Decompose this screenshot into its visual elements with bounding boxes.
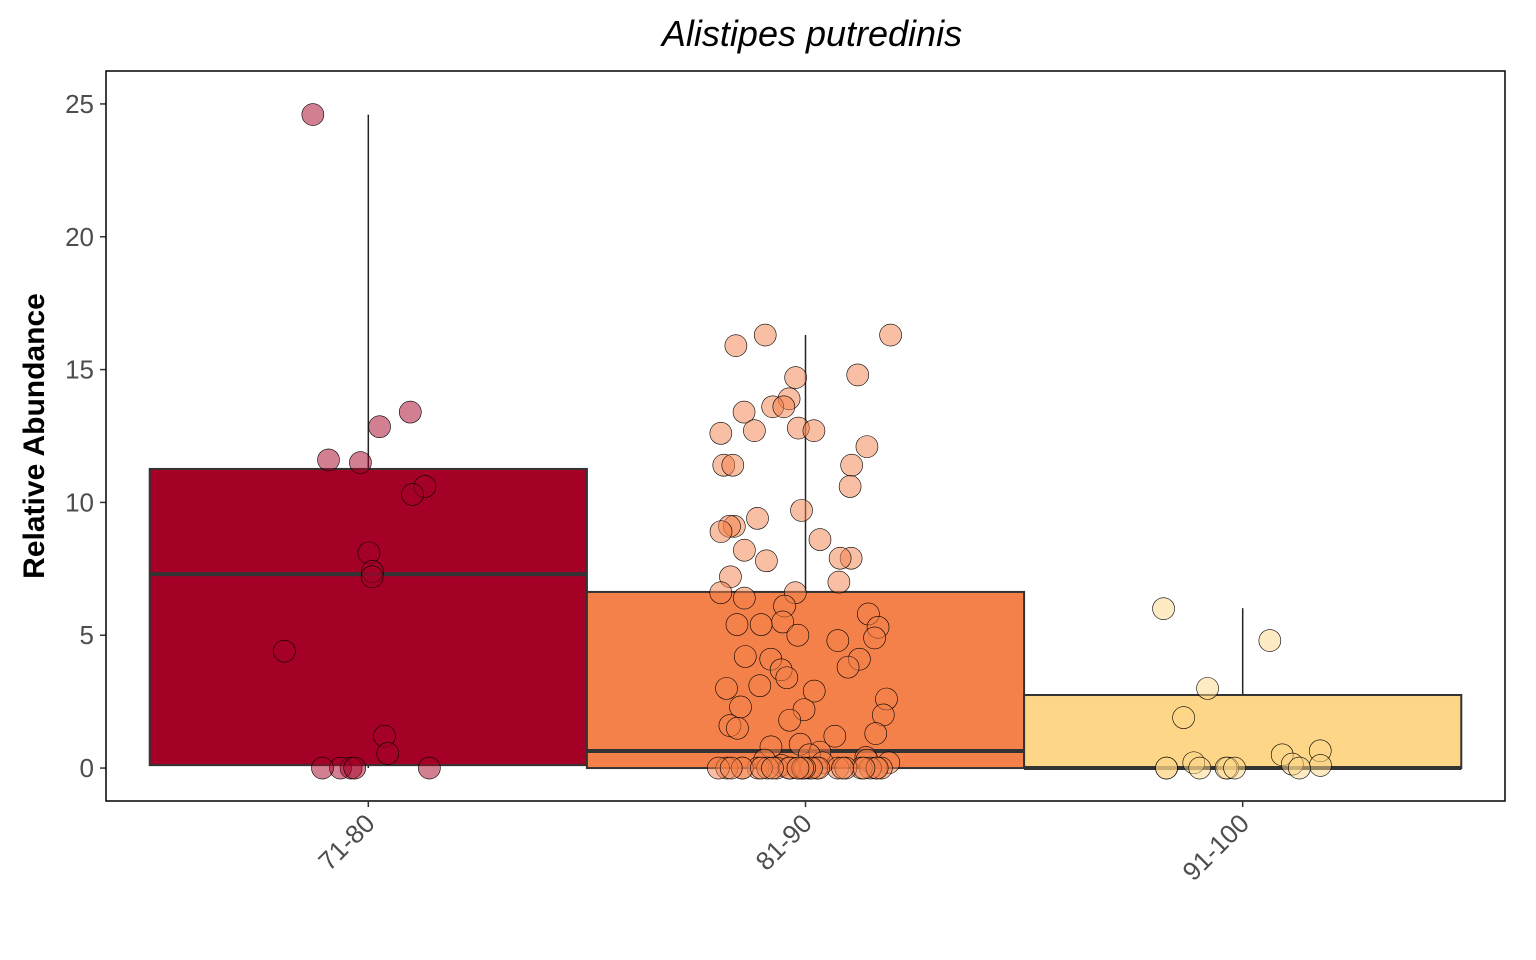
data-point xyxy=(721,453,745,477)
data-point xyxy=(418,756,441,780)
data-point xyxy=(401,483,424,506)
data-point xyxy=(823,724,847,748)
data-point xyxy=(733,645,757,668)
data-point xyxy=(864,722,888,745)
data-point xyxy=(360,565,384,589)
data-point xyxy=(1172,706,1195,729)
data-point xyxy=(786,756,810,780)
data-point xyxy=(743,419,766,442)
data-point xyxy=(1309,754,1332,777)
data-point xyxy=(1258,629,1282,652)
data-point xyxy=(746,507,769,530)
data-point xyxy=(1223,756,1246,780)
data-point xyxy=(784,366,807,389)
data-point xyxy=(863,626,886,650)
data-point xyxy=(398,400,422,424)
box xyxy=(148,467,588,767)
data-point xyxy=(840,453,863,477)
data-point xyxy=(273,639,296,663)
data-point xyxy=(786,623,810,647)
x-tick-label: 81-90 xyxy=(750,808,818,876)
data-point xyxy=(753,323,777,347)
data-point xyxy=(368,415,391,439)
data-point xyxy=(802,679,826,703)
y-tick-label: 25 xyxy=(65,89,94,119)
y-tick-label: 15 xyxy=(65,355,94,385)
data-point xyxy=(802,419,826,442)
data-point xyxy=(733,586,756,610)
data-point xyxy=(808,528,832,551)
data-point xyxy=(343,756,367,780)
y-tick-label: 10 xyxy=(65,487,94,517)
data-point xyxy=(827,570,851,594)
data-point xyxy=(311,756,334,780)
data-point xyxy=(724,334,748,357)
data-point xyxy=(852,756,876,780)
data-point xyxy=(826,629,850,652)
data-point xyxy=(836,655,860,679)
data-point xyxy=(772,395,796,419)
data-point xyxy=(748,674,772,698)
data-point xyxy=(709,422,733,445)
data-point xyxy=(838,475,862,498)
y-tick-label: 5 xyxy=(80,620,94,650)
data-point xyxy=(831,756,854,780)
data-point xyxy=(1188,756,1212,780)
data-point xyxy=(879,323,902,347)
data-point xyxy=(761,756,784,780)
data-point xyxy=(719,756,743,780)
y-tick-label: 20 xyxy=(65,222,94,252)
data-point xyxy=(749,613,773,636)
data-point xyxy=(790,499,813,522)
data-point xyxy=(1152,597,1175,620)
data-point xyxy=(755,549,778,573)
data-point xyxy=(778,708,801,732)
data-point xyxy=(733,538,756,562)
data-point xyxy=(1196,677,1219,700)
data-point xyxy=(301,103,325,126)
data-point xyxy=(828,546,852,570)
data-point xyxy=(715,677,738,700)
data-point xyxy=(1155,756,1178,780)
data-point xyxy=(709,520,733,543)
data-point xyxy=(376,742,400,765)
data-point xyxy=(846,363,870,387)
data-point xyxy=(1288,756,1311,780)
chart-title: Alistipes putredinis xyxy=(660,13,962,54)
data-point xyxy=(855,435,879,458)
y-tick-label: 0 xyxy=(80,753,94,783)
data-point xyxy=(709,581,733,605)
data-point xyxy=(732,400,756,424)
y-axis-label: Relative Abundance xyxy=(18,293,51,579)
data-point xyxy=(357,541,381,565)
x-tick-label: 71-80 xyxy=(312,808,380,876)
x-tick-label: 91-100 xyxy=(1176,808,1254,886)
data-point xyxy=(775,666,799,690)
data-point xyxy=(726,716,749,740)
data-point xyxy=(349,451,372,474)
data-point xyxy=(317,448,340,472)
data-point xyxy=(725,613,749,636)
box xyxy=(1023,694,1463,770)
